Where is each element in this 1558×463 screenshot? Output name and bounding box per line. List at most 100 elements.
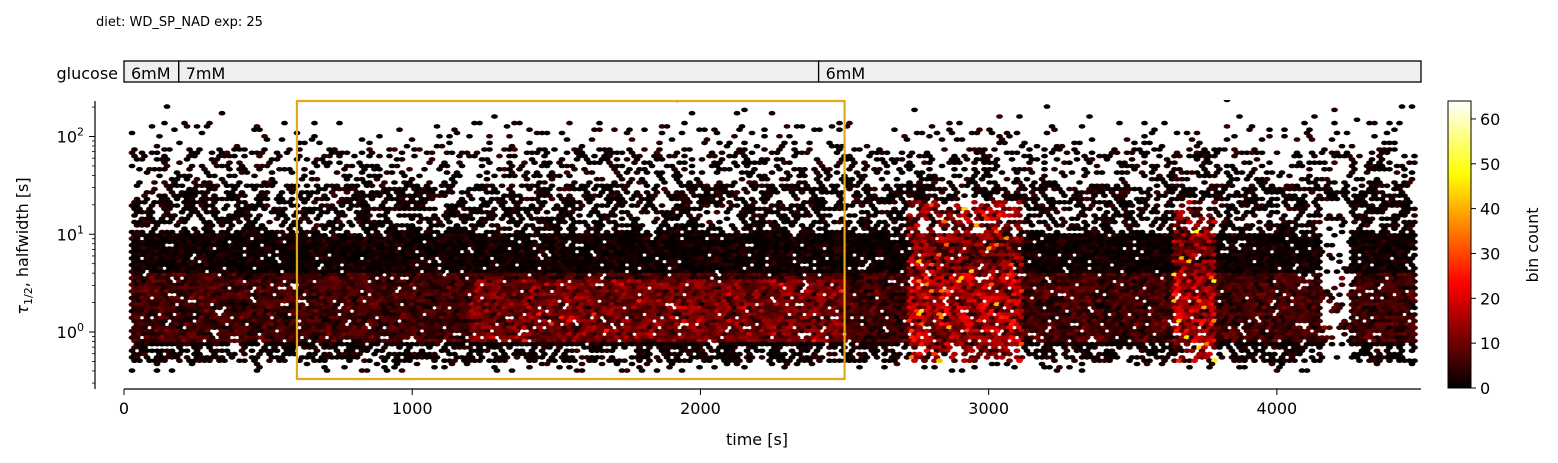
hexbin-cell (761, 134, 768, 139)
hexbin-cell (769, 170, 776, 175)
hexbin-cell (1014, 170, 1021, 175)
hexbin-cell (1041, 154, 1048, 159)
hexbin-cell (1129, 157, 1136, 162)
hexbin-cell (164, 104, 171, 109)
hexbin-cell (1211, 174, 1218, 179)
hexbin-cell (871, 187, 878, 192)
hexbin-cell (939, 177, 946, 182)
hexbin-cell (871, 213, 878, 218)
hexbin-cell (351, 154, 358, 159)
hexbin-cell (659, 157, 666, 162)
hexbin-cell (541, 180, 548, 185)
hexbin-cell (1131, 167, 1138, 172)
hexbin-cell (1164, 164, 1171, 169)
hexbin-cell (359, 137, 366, 142)
hexbin-cell (1301, 121, 1308, 126)
hexbin-cell (251, 187, 258, 192)
hexbin-cell (1044, 104, 1051, 109)
glucose-segment (819, 61, 1421, 82)
hexbin-cell (949, 131, 956, 136)
hexbin-cell (1334, 197, 1341, 202)
hexbin-cell (1006, 134, 1013, 139)
hexbin-cell (1134, 223, 1141, 228)
hexbin-layer (129, 98, 1418, 373)
glucose-segment-label: 7mM (186, 64, 226, 83)
hexbin-cell (1344, 131, 1351, 136)
hexbin-cell (446, 220, 453, 225)
hexbin-cell (209, 151, 216, 156)
hexbin-cell (1349, 144, 1356, 149)
hexbin-cell (741, 141, 748, 146)
hexbin-cell (251, 174, 258, 179)
hexbin-cell (436, 134, 443, 139)
hexbin-cell (794, 197, 801, 202)
hexbin-cell (724, 217, 731, 222)
hexbin-cell (619, 164, 626, 169)
hexbin-cell (1086, 207, 1093, 212)
hexbin-cell (751, 187, 758, 192)
hexbin-cell (859, 203, 866, 208)
hexbin-cell (321, 187, 328, 192)
hexbin-cell (674, 217, 681, 222)
hexbin-cell (556, 174, 563, 179)
hexbin-cell (906, 167, 913, 172)
hexbin-cell (336, 154, 343, 159)
hexbin-cell (256, 154, 263, 159)
hexbin-cell (1141, 154, 1148, 159)
hexbin-cell (619, 217, 626, 222)
hexbin-cell (536, 174, 543, 179)
hexbin-cell (1306, 167, 1313, 172)
hexbin-cell (469, 217, 476, 222)
hexbin-cell (256, 167, 263, 172)
hexbin-cell (219, 111, 226, 116)
hexbin-cell (416, 174, 423, 179)
hexbin-cell (986, 174, 993, 179)
hexbin-cell (591, 154, 598, 159)
hexbin-cell (1331, 160, 1338, 165)
hexbin-cell (179, 184, 186, 189)
hexbin-cell (1074, 217, 1081, 222)
hexbin-cell (1384, 151, 1391, 156)
hexbin-cell (716, 141, 723, 146)
hexbin-cell (1086, 114, 1093, 119)
hexbin-cell (571, 167, 578, 172)
hexbin-cell (1064, 151, 1071, 156)
hexbin-cell (576, 213, 583, 218)
hexbin-cell (136, 167, 143, 172)
hexbin-cell (156, 174, 163, 179)
hexbin-cell (1114, 151, 1121, 156)
hexbin-cell (849, 203, 856, 208)
hexbin-cell (1411, 160, 1418, 165)
hexbin-cell (289, 190, 296, 195)
hexbin-cell (1234, 177, 1241, 182)
hexbin-cell (641, 127, 648, 132)
hexbin-cell (321, 226, 328, 231)
hexbin-cell (891, 200, 898, 205)
hexbin-cell (641, 147, 648, 152)
hexbin-cell (344, 151, 351, 156)
hexbin-cell (939, 190, 946, 195)
hexbin-cell (134, 184, 141, 189)
hexbin-cell (956, 121, 963, 126)
hexbin-cell (301, 167, 308, 172)
hexbin-cell (1386, 160, 1393, 165)
hexbin-cell (264, 137, 271, 142)
hexbin-cell (1001, 141, 1008, 146)
hexbin-cell (689, 164, 696, 169)
hexbin-cell (1034, 157, 1041, 162)
hexbin-cell (401, 174, 408, 179)
hexbin-cell (1141, 174, 1148, 179)
hexbin-cell (256, 127, 263, 132)
hexbin-cell (1086, 160, 1093, 165)
hexbin-cell (589, 170, 596, 175)
hexbin-cell (376, 167, 383, 172)
hexbin-cell (1066, 200, 1073, 205)
hexbin-cell (746, 174, 753, 179)
hexbin-cell (511, 154, 518, 159)
hexbin-cell (194, 124, 201, 129)
hexbin-cell (1334, 131, 1341, 136)
hexbin-cell (1364, 223, 1371, 228)
hexbin-cell (139, 157, 146, 162)
hexbin-cell (711, 154, 718, 159)
